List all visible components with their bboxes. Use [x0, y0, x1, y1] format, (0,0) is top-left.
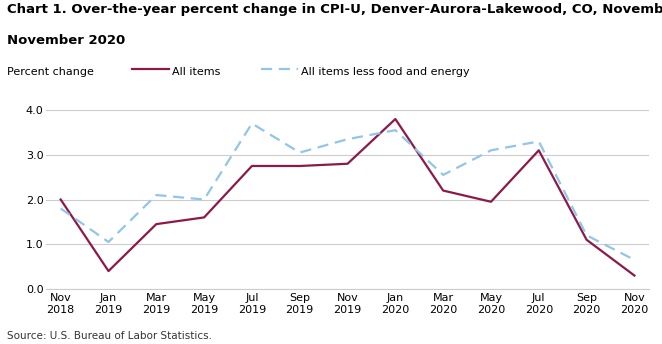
- All items less food and energy: [439, 173, 447, 177]
- Text: All items: All items: [172, 67, 220, 77]
- All items less food and energy: [248, 121, 256, 126]
- All items: [391, 117, 399, 121]
- All items: [248, 164, 256, 168]
- All items: [439, 189, 447, 193]
- Text: Percent change: Percent change: [7, 67, 93, 77]
- All items less food and energy: [57, 206, 65, 211]
- Text: Chart 1. Over-the-year percent change in CPI-U, Denver-Aurora-Lakewood, CO, Nove: Chart 1. Over-the-year percent change in…: [7, 3, 662, 17]
- Text: All items less food and energy: All items less food and energy: [301, 67, 470, 77]
- All items: [344, 162, 352, 166]
- All items: [583, 238, 591, 242]
- All items: [152, 222, 160, 226]
- All items: [296, 164, 304, 168]
- All items: [630, 273, 638, 278]
- All items: [535, 148, 543, 152]
- All items less food and energy: [535, 139, 543, 143]
- All items less food and energy: [344, 137, 352, 141]
- All items less food and energy: [630, 258, 638, 262]
- Text: November 2020: November 2020: [7, 34, 125, 47]
- All items less food and energy: [152, 193, 160, 197]
- All items: [487, 200, 495, 204]
- All items less food and energy: [487, 148, 495, 152]
- All items: [200, 215, 208, 219]
- All items less food and energy: [583, 233, 591, 237]
- All items less food and energy: [296, 151, 304, 155]
- All items: [105, 269, 113, 273]
- All items less food and energy: [200, 197, 208, 202]
- Line: All items: All items: [61, 119, 634, 276]
- Text: Source: U.S. Bureau of Labor Statistics.: Source: U.S. Bureau of Labor Statistics.: [7, 331, 212, 341]
- Line: All items less food and energy: All items less food and energy: [61, 123, 634, 260]
- All items less food and energy: [391, 128, 399, 132]
- All items less food and energy: [105, 240, 113, 244]
- All items: [57, 197, 65, 202]
